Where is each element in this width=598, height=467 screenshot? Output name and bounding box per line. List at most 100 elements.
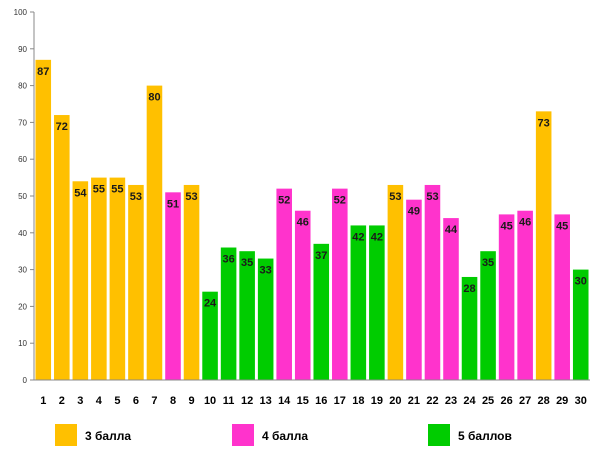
bar [257,258,274,380]
x-tick-label: 16 [315,395,327,407]
x-tick-label: 23 [445,395,457,407]
y-axis: 0 10 20 30 40 50 60 70 80 90 100 [14,8,35,385]
data-label: 45 [556,220,568,232]
bar [480,251,496,380]
bar [406,199,422,380]
legend-label-g5: 5 баллов [458,429,512,443]
x-axis: 1 2 3 4 5 6 7 8 9 10 11 12 13 14 15 16 17 18 19 20 21 22 23 24 2… [34,379,590,407]
x-tick-label: 2 [59,395,65,407]
bar [128,184,144,380]
bar [498,214,515,380]
x-tick-label: 25 [482,395,494,407]
bar [443,218,459,380]
data-label: 46 [519,217,531,229]
data-label: 73 [538,117,550,129]
legend-swatch-g4 [232,424,254,446]
x-tick-label: 3 [77,395,83,407]
x-tick-label: 15 [297,395,309,407]
bar [72,181,89,380]
data-label: 52 [334,195,346,207]
bar [461,276,478,380]
legend-swatch-g3 [55,424,77,446]
legend-label-g4: 4 балла [262,429,308,443]
bar [239,251,255,380]
bar [517,210,533,380]
y-tick-label: 50 [18,192,27,201]
bar [332,188,348,380]
data-label: 80 [148,92,160,104]
bar [276,188,292,380]
x-tick-label: 14 [278,395,291,407]
data-label: 46 [297,217,309,229]
y-tick-label: 20 [18,302,27,311]
bar [183,184,200,380]
bars [35,59,589,381]
y-tick-label: 80 [18,82,27,91]
bar [554,214,570,380]
data-label: 54 [74,187,87,199]
data-label: 55 [111,184,123,196]
x-tick-label: 21 [408,395,420,407]
data-label: 36 [222,254,234,266]
x-tick-label: 18 [352,395,364,407]
bar [220,247,237,380]
y-tick-label: 30 [18,266,27,275]
bar [369,225,385,380]
bar [165,192,181,380]
bar [535,111,552,381]
x-tick-label: 22 [426,395,438,407]
x-tick-label: 11 [223,395,235,407]
legend-label-g3: 3 балла [85,429,131,443]
bar [387,184,404,380]
x-tick-label: 1 [40,395,46,407]
x-tick-label: 29 [556,395,568,407]
data-label: 42 [371,231,383,243]
x-tick-label: 26 [500,395,512,407]
data-label: 49 [408,206,420,218]
bar [294,210,311,380]
data-label: 33 [260,265,272,277]
x-tick-label: 10 [204,395,216,407]
data-label: 53 [185,191,197,203]
data-label: 72 [56,121,68,133]
bar [54,115,70,380]
data-labels: 87 72 54 55 55 53 80 51 53 24 36 35 33 52 46 37 52 42 42 53… [37,66,587,310]
data-label: 35 [241,257,253,269]
data-label: 53 [426,191,438,203]
x-tick-label: 9 [188,395,194,407]
y-tick-label: 100 [14,8,28,17]
data-label: 42 [352,231,364,243]
x-tick-label: 6 [133,395,139,407]
bar [202,291,218,380]
x-tick-label: 8 [170,395,176,407]
data-label: 55 [93,184,105,196]
bar [109,177,126,380]
x-tick-label: 4 [96,395,103,407]
x-tick-label: 17 [334,395,346,407]
x-tick-label: 19 [371,395,383,407]
y-tick-label: 10 [18,339,27,348]
data-label: 45 [500,220,512,232]
x-tick-label: 12 [241,395,253,407]
legend: 3 балла 4 балла 5 баллов [55,424,512,446]
data-label: 35 [482,257,494,269]
data-label: 53 [130,191,142,203]
x-tick-label: 30 [575,395,587,407]
data-label: 52 [278,195,290,207]
data-label: 44 [445,224,458,236]
data-label: 28 [463,283,475,295]
x-tick-label: 5 [114,395,120,407]
x-tick-label: 13 [260,395,272,407]
y-tick-label: 70 [18,118,27,127]
data-label: 87 [37,66,49,78]
x-tick-label: 28 [538,395,550,407]
bar [572,269,589,380]
x-tick-label: 20 [389,395,401,407]
bar [146,85,163,380]
data-label: 30 [575,276,587,288]
data-label: 24 [204,298,217,310]
data-label: 51 [167,198,179,210]
y-tick-label: 60 [18,155,27,164]
bar [35,59,52,381]
